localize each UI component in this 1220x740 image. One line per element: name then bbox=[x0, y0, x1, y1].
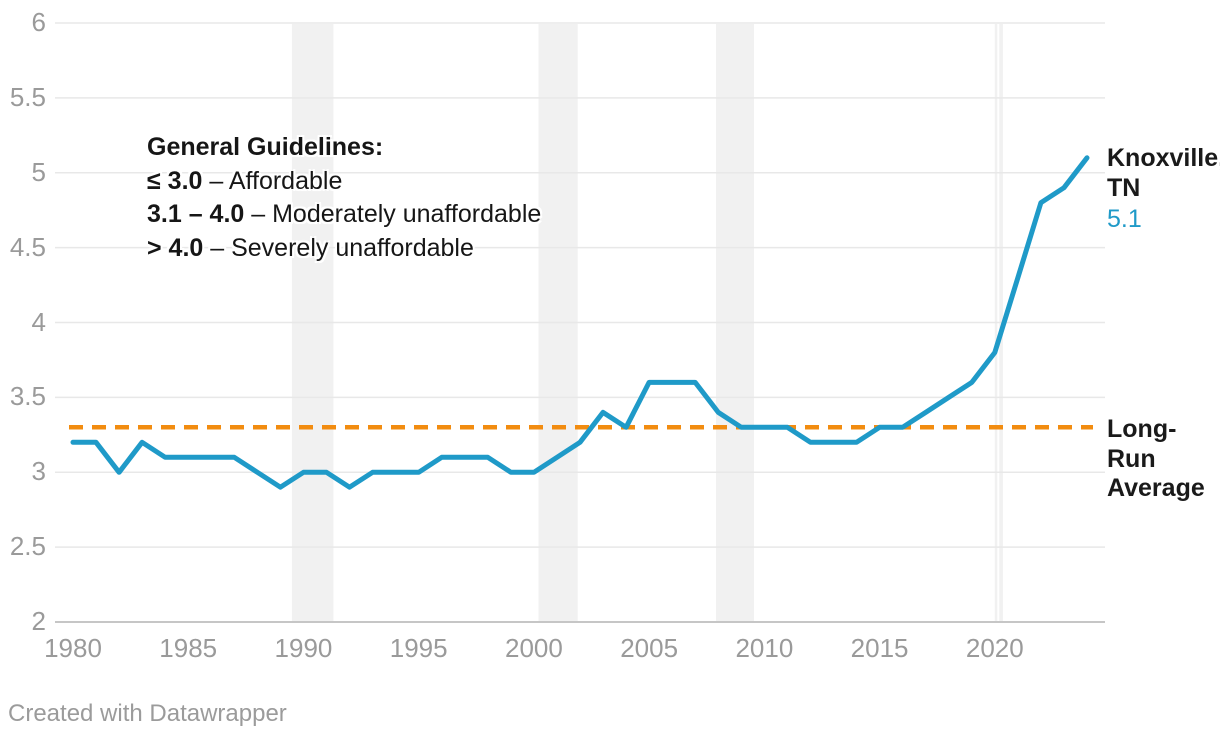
x-tick-label: 2005 bbox=[620, 633, 679, 663]
guideline-text: – Affordable bbox=[202, 166, 343, 195]
series-end-label: Knoxville, TN 5.1 bbox=[1107, 143, 1220, 234]
guideline-affordable: ≤ 3.0 – Affordable bbox=[147, 165, 541, 199]
y-tick-label: 2 bbox=[31, 605, 46, 636]
y-tick-label: 4 bbox=[31, 306, 46, 337]
reference-line-label: Long-Run Average bbox=[1107, 415, 1205, 502]
guideline-severe: > 4.0 – Severely unaffordable bbox=[147, 232, 541, 266]
guideline-threshold: 3.1 – 4.0 bbox=[147, 200, 245, 228]
x-tick-label: 1990 bbox=[274, 633, 333, 663]
guidelines-annotation: General Guidelines: ≤ 3.0 – Affordable 3… bbox=[147, 131, 541, 265]
x-tick-label: 2010 bbox=[735, 633, 794, 663]
series-value: 5.1 bbox=[1107, 205, 1142, 233]
y-tick-label: 3 bbox=[31, 456, 46, 487]
x-tick-label: 2000 bbox=[504, 633, 563, 663]
y-tick-label: 6 bbox=[31, 6, 46, 37]
x-tick-label: 1985 bbox=[159, 633, 218, 663]
x-tick-label: 2020 bbox=[965, 633, 1024, 663]
datawrapper-attribution: Created with Datawrapper bbox=[8, 700, 287, 727]
guideline-moderate: 3.1 – 4.0 – Moderately unaffordable bbox=[147, 198, 541, 232]
y-tick-label: 5.5 bbox=[9, 81, 46, 112]
guideline-text: – Moderately unaffordable bbox=[244, 200, 542, 228]
x-tick-label: 2015 bbox=[850, 633, 909, 663]
guidelines-title: General Guidelines: bbox=[147, 133, 384, 161]
y-tick-label: 3.5 bbox=[9, 381, 46, 412]
data-line-knoxville bbox=[70, 155, 1090, 490]
guideline-threshold: > 4.0 bbox=[147, 233, 204, 262]
y-tick-label: 4.5 bbox=[9, 231, 46, 262]
y-tick-label: 5 bbox=[31, 156, 46, 187]
guideline-text: – Severely unaffordable bbox=[203, 233, 474, 262]
series-name: Knoxville, TN bbox=[1107, 144, 1220, 202]
x-tick-label: 1995 bbox=[389, 633, 448, 663]
guideline-threshold: ≤ 3.0 bbox=[147, 166, 203, 195]
x-tick-label: 1980 bbox=[44, 633, 102, 663]
y-tick-label: 2.5 bbox=[9, 531, 46, 562]
